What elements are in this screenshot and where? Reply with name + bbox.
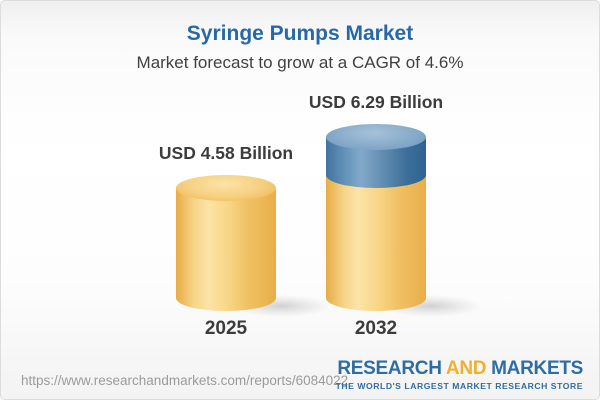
logo-word-markets: MARKETS [491,358,583,380]
chart-title: Syringe Pumps Market [186,22,414,45]
logo-wordmark: RESEARCH AND MARKETS [336,359,583,379]
bar-2025-body [176,187,276,311]
value-label-2025: USD 4.58 Billion [158,142,294,163]
bar-2032-top-ellipse [326,123,426,150]
logo-word-and: AND [445,358,487,380]
research-and-markets-logo: RESEARCH AND MARKETS THE WORLD'S LARGEST… [335,359,584,391]
year-label-2025: 2025 [204,318,248,339]
report-url: https://www.researchandmarkets.com/repor… [21,373,349,388]
value-label-2032: USD 6.29 Billion [308,91,444,112]
logo-tagline: THE WORLD'S LARGEST MARKET RESEARCH STOR… [335,381,583,391]
logo-word-research: RESEARCH [337,358,442,380]
bar-2032-base-segment [326,174,426,311]
year-label-2032: 2032 [354,318,398,339]
chart-subtitle: Market forecast to grow at a CAGR of 4.6… [136,53,464,72]
bar-2025-top-ellipse [176,174,276,201]
